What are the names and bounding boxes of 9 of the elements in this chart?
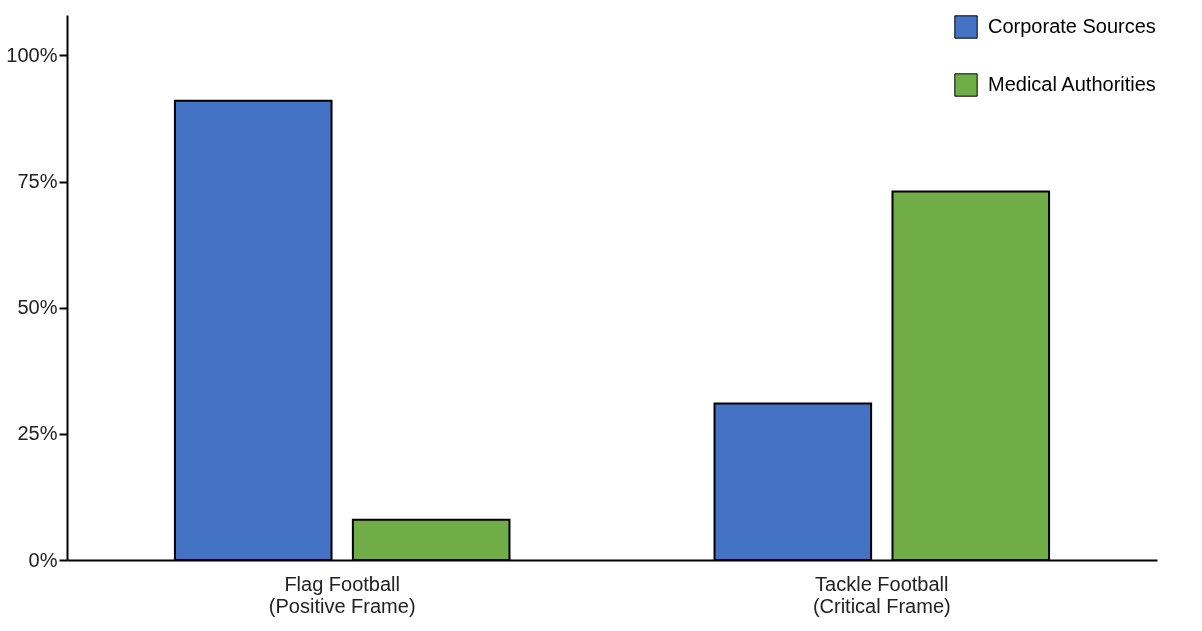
x-tick-label: Tackle Football (Critical Frame) [812, 572, 951, 617]
y-tick-label: 75% [17, 170, 58, 193]
legend-label: Corporate Sources [988, 15, 1156, 37]
y-tick-label: 25% [17, 422, 58, 445]
y-tick-label: 0% [28, 548, 58, 571]
y-tick-label: 100% [6, 43, 58, 66]
legend-label: Medical Authorities [988, 73, 1156, 95]
y-tick-label: 50% [17, 296, 58, 319]
x-tick-label: Flag Football (Positive Frame) [268, 572, 416, 617]
